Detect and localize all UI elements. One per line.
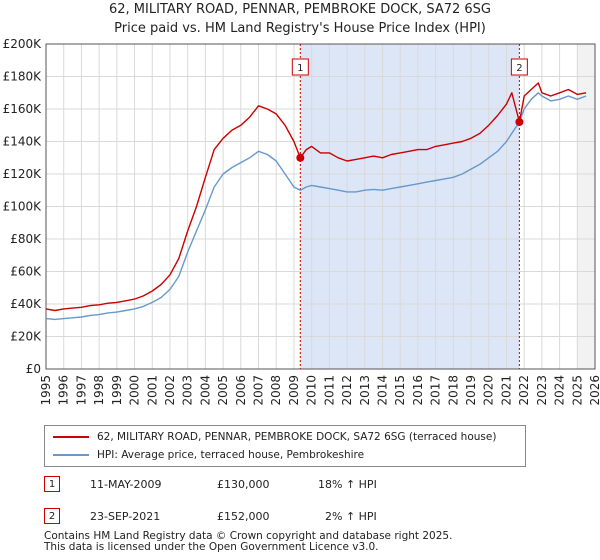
annotation-label: 2 bbox=[516, 63, 522, 74]
legend-swatch-property bbox=[53, 436, 89, 438]
x-tick-label: 1999 bbox=[110, 375, 124, 406]
y-tick-label: £120K bbox=[3, 167, 43, 181]
table-row: 1 11-MAY-2009 £130,000 18% ↑ HPI bbox=[44, 474, 564, 494]
x-tick-label: 1996 bbox=[57, 375, 71, 406]
y-tick-label: £40K bbox=[10, 297, 42, 311]
annotation-box bbox=[510, 58, 528, 76]
x-tick-label: 2001 bbox=[145, 375, 159, 406]
x-tick-label: 2017 bbox=[429, 375, 443, 406]
price-chart: £0 £20K £40K £60K £80K £100K £120K £140K £160K £1… bbox=[3, 37, 600, 406]
sale-price: £130,000 bbox=[217, 477, 270, 491]
x-tick-label: 2025 bbox=[570, 375, 584, 406]
plot-frame bbox=[45, 43, 596, 370]
footer-license: This data is licensed under the Open Gov… bbox=[44, 541, 379, 553]
x-tick-label: 2011 bbox=[322, 375, 336, 406]
x-tick-label: 2007 bbox=[252, 375, 266, 406]
y-tick-label: £160K bbox=[3, 102, 43, 116]
x-tick-label: 2023 bbox=[535, 375, 549, 406]
sale-marker-badge: 1 bbox=[44, 476, 60, 492]
x-tick-label: 2010 bbox=[305, 375, 319, 406]
sale-hpi-change: 2% ↑ HPI bbox=[318, 509, 377, 523]
x-tick-label: 2019 bbox=[464, 375, 478, 406]
property-series-line bbox=[45, 82, 587, 312]
y-tick-label: £60K bbox=[10, 265, 42, 279]
footer-copyright: Contains HM Land Registry data © Crown c… bbox=[44, 530, 453, 542]
y-tick-label: £100K bbox=[3, 200, 43, 214]
x-tick-label: 1998 bbox=[92, 375, 106, 406]
sale-date: 23-SEP-2021 bbox=[90, 509, 161, 523]
chart-subtitle: Price paid vs. HM Land Registry's House … bbox=[114, 21, 486, 36]
x-tick-label: 1995 bbox=[39, 375, 53, 406]
x-tick-label: 2005 bbox=[216, 375, 230, 406]
sale-hpi-change: 18% ↑ HPI bbox=[318, 477, 377, 491]
sale-point bbox=[515, 118, 524, 126]
chart-title: 62, MILITARY ROAD, PENNAR, PEMBROKE DOCK… bbox=[108, 2, 492, 17]
annotation-label: 1 bbox=[297, 63, 303, 74]
x-tick-label: 2015 bbox=[393, 375, 407, 406]
x-tick-label: 2000 bbox=[128, 375, 142, 406]
sale-price: £152,000 bbox=[217, 509, 270, 523]
y-tick-label: £20K bbox=[10, 330, 42, 344]
x-tick-label: 2008 bbox=[269, 375, 283, 406]
x-tick-label: 2003 bbox=[181, 375, 195, 406]
x-tick-label: 2009 bbox=[287, 375, 301, 406]
sale-date: 11-MAY-2009 bbox=[90, 477, 162, 491]
x-tick-label: 2006 bbox=[234, 375, 248, 406]
x-tick-label: 2016 bbox=[411, 375, 425, 406]
legend-item-hpi: HPI: Average price, terraced house, Pemb… bbox=[53, 447, 364, 463]
y-tick-label: £0 bbox=[26, 362, 41, 376]
y-tick-label: £200K bbox=[3, 37, 43, 51]
legend-swatch-hpi bbox=[53, 454, 89, 456]
x-tick-label: 2026 bbox=[588, 375, 600, 406]
y-tick-label: £80K bbox=[10, 232, 42, 246]
x-tick-label: 2004 bbox=[198, 375, 212, 406]
x-tick-label: 2021 bbox=[499, 375, 513, 406]
x-tick-label: 2020 bbox=[482, 375, 496, 406]
legend-item-property: 62, MILITARY ROAD, PENNAR, PEMBROKE DOCK… bbox=[53, 429, 496, 445]
x-tick-label: 2024 bbox=[553, 375, 567, 406]
legend-label-property: 62, MILITARY ROAD, PENNAR, PEMBROKE DOCK… bbox=[97, 431, 497, 443]
x-tick-label: 2018 bbox=[446, 375, 460, 406]
x-tick-label: 2012 bbox=[340, 375, 354, 406]
x-tick-label: 2014 bbox=[375, 375, 389, 406]
legend: 62, MILITARY ROAD, PENNAR, PEMBROKE DOCK… bbox=[44, 425, 526, 467]
x-tick-label: 2013 bbox=[358, 375, 372, 406]
sale-marker-badge: 2 bbox=[44, 508, 60, 524]
sale-point bbox=[296, 153, 305, 162]
x-tick-label: 2002 bbox=[163, 375, 177, 406]
footer: Contains HM Land Registry data © Crown c… bbox=[44, 531, 452, 553]
legend-label-hpi: HPI: Average price, terraced house, Pemb… bbox=[97, 449, 365, 461]
x-tick-label: 1997 bbox=[74, 375, 88, 406]
y-tick-label: £180K bbox=[3, 70, 43, 84]
annotation-box bbox=[291, 58, 309, 76]
x-tick-label: 2022 bbox=[517, 375, 531, 406]
hpi-series-line bbox=[45, 92, 587, 321]
table-row: 2 23-SEP-2021 £152,000 2% ↑ HPI bbox=[44, 506, 564, 526]
y-tick-label: £140K bbox=[3, 135, 43, 149]
